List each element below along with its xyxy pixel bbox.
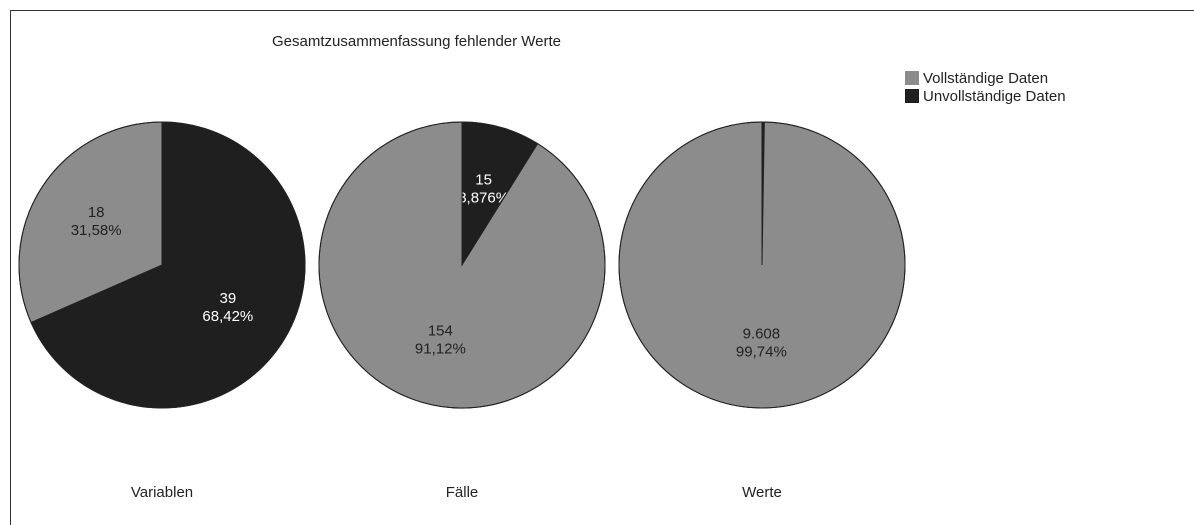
pie-title: Fälle bbox=[446, 484, 479, 501]
slice-percent: 8,876% bbox=[458, 189, 509, 206]
slice-value: 9.608 bbox=[743, 326, 781, 343]
slice-percent: 99,74% bbox=[736, 344, 787, 361]
slice-value: 39 bbox=[219, 290, 236, 307]
slice-value: 18 bbox=[88, 204, 105, 221]
pie-outline bbox=[318, 121, 606, 409]
slice-percent: 68,42% bbox=[202, 308, 253, 325]
pie-outline bbox=[18, 121, 306, 409]
slice-value: 154 bbox=[428, 323, 453, 340]
legend-label: Unvollständige Daten bbox=[923, 88, 1066, 105]
slice-percent: 31,58% bbox=[71, 222, 122, 239]
pie-title: Werte bbox=[742, 484, 782, 501]
pie-title: Variablen bbox=[131, 484, 193, 501]
chart-title: Gesamtzusammenfassung fehlender Werte bbox=[272, 33, 561, 50]
legend-label: Vollständige Daten bbox=[923, 70, 1048, 87]
pie-outline bbox=[618, 121, 906, 409]
slice-percent: 91,12% bbox=[415, 341, 466, 358]
pie-slice bbox=[318, 121, 606, 409]
legend-swatch bbox=[905, 71, 919, 85]
pie-slice bbox=[618, 121, 906, 409]
slice-value: 15 bbox=[475, 171, 492, 188]
legend-swatch bbox=[905, 89, 919, 103]
